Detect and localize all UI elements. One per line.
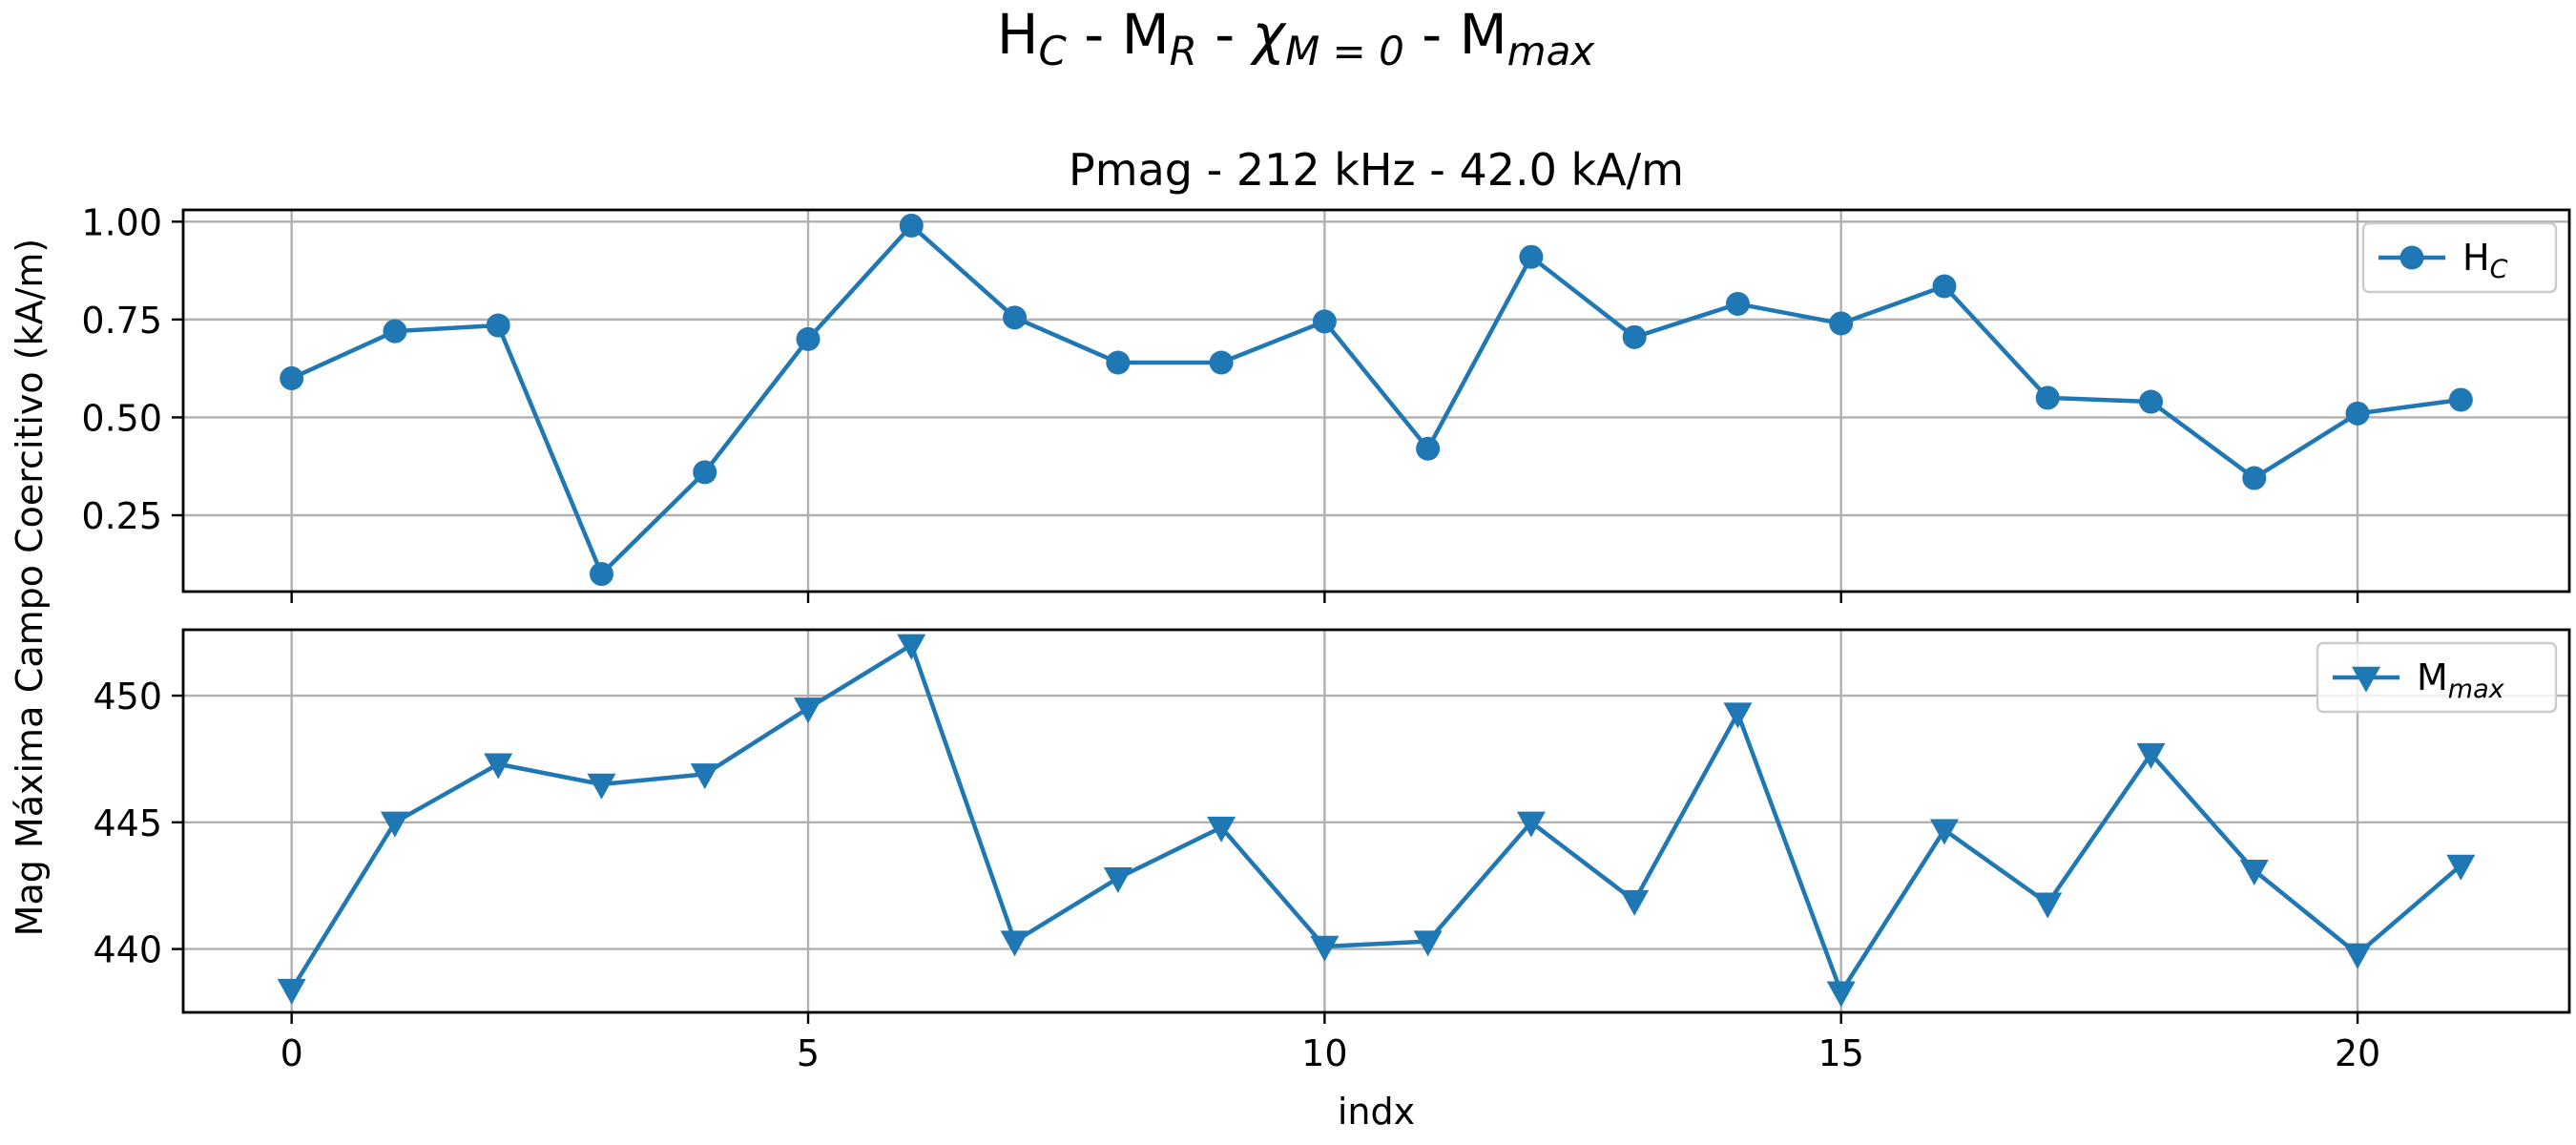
data-point (1312, 309, 1337, 334)
data-point (794, 697, 823, 724)
text-part: M (2417, 656, 2448, 698)
legend-label: Mmax (2417, 656, 2505, 704)
data-point (1826, 981, 1856, 1008)
data-point (277, 978, 306, 1005)
text-part: H (997, 2, 1039, 67)
subscript-text: C (2490, 255, 2508, 284)
x-tick-label: 10 (1301, 1032, 1347, 1074)
data-point (796, 326, 821, 351)
subscript-text: C (1038, 28, 1067, 74)
x-axis-label: indx (1338, 1091, 1415, 1133)
series-line-H_C (290, 223, 2462, 576)
data-point (2242, 466, 2267, 490)
axes-title: Pmag - 212 kHz - 42.0 kA/m (1069, 144, 1684, 196)
legend: HC (2361, 221, 2558, 294)
axes-frame (181, 208, 2571, 593)
data-point (690, 763, 719, 790)
x-tick-label: 15 (1818, 1032, 1864, 1074)
figure-suptitle: HC - MR - χM = 0 - Mmax (997, 2, 1595, 74)
data-point (1103, 867, 1132, 894)
data-point (2345, 401, 2370, 426)
data-point (484, 753, 513, 780)
data-point (2343, 943, 2373, 969)
y-tick-label: 0.25 (81, 495, 162, 537)
subscript-text: max (1507, 28, 1596, 74)
data-point (1829, 311, 1854, 336)
subscript-text: M = 0 (1285, 28, 1404, 74)
data-point (280, 365, 304, 390)
data-point (486, 313, 510, 338)
y-axis-label: Mag Máxima (9, 706, 51, 937)
data-point (1725, 291, 1750, 316)
text-part: - M (1067, 2, 1170, 67)
x-tick-label: 20 (2335, 1032, 2380, 1074)
data-point (1516, 811, 1546, 838)
x-tick-label: 5 (797, 1032, 820, 1074)
data-point (1106, 350, 1131, 375)
y-tick-label: 450 (93, 676, 162, 718)
data-point (1620, 889, 1650, 916)
data-point (1932, 274, 1957, 299)
legend: Mmax (2316, 641, 2558, 714)
x-tick-label: 0 (280, 1032, 303, 1074)
legend-marker (2352, 666, 2380, 693)
y-tick-label: 0.50 (81, 397, 162, 439)
subplot-2: 440 445 450 0 5 10 15 20 Mag Máxima indx Mmax (9, 628, 2571, 1133)
y-tick-label: 440 (93, 929, 162, 971)
y-tick-label: 0.75 (81, 300, 162, 342)
y-axis-label: Campo Coercitivo (kA/m) (9, 239, 51, 693)
data-point (897, 634, 926, 660)
data-point (899, 213, 924, 238)
legend-marker (2399, 245, 2424, 270)
subscript-text: max (2448, 675, 2505, 704)
text-part: χ (1250, 2, 1288, 67)
data-point (589, 562, 613, 587)
data-point (380, 811, 409, 838)
legend-box (2316, 641, 2558, 714)
data-point (383, 319, 407, 344)
data-point (2136, 742, 2166, 769)
data-point (2035, 385, 2060, 410)
data-point (587, 773, 616, 800)
text-part: - M (1404, 2, 1507, 67)
data-point (1000, 930, 1029, 957)
legend-label: HC (2462, 237, 2508, 284)
data-point (1207, 816, 1236, 843)
data-point (2139, 389, 2164, 414)
data-point (1310, 935, 1340, 962)
y-tick-label: 445 (93, 802, 162, 844)
data-point (1413, 930, 1443, 957)
data-point (1519, 244, 1544, 269)
data-point (1209, 350, 1234, 375)
legend-box (2361, 221, 2558, 294)
data-point (1929, 819, 1959, 845)
axes-frame (181, 628, 2571, 1014)
text-part: H (2462, 237, 2490, 279)
data-point (2448, 387, 2473, 412)
data-point (2239, 860, 2269, 886)
data-point (1003, 305, 1028, 330)
series-line-M_max (289, 642, 2462, 995)
data-point (1416, 436, 1441, 461)
y-tick-label: 1.00 (81, 201, 162, 243)
text-part: - (1197, 2, 1253, 67)
data-point (1622, 324, 1647, 349)
data-point (2033, 892, 2063, 919)
subplot-1: 0.25 0.50 0.75 1.00 Pmag - 212 kHz - 42.0 kA… (9, 144, 2571, 693)
data-point (693, 460, 717, 485)
data-point (1723, 702, 1753, 729)
data-point (2446, 854, 2476, 881)
subscript-text: R (1170, 28, 1197, 74)
